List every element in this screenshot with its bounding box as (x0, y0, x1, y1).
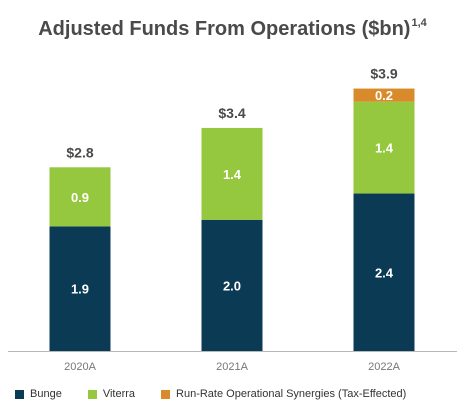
data-label: 2.4 (375, 265, 394, 280)
bar-bunge-2020A (49, 226, 111, 351)
data-label: 0.2 (375, 88, 393, 103)
legend-label-viterra: Viterra (102, 388, 136, 400)
chart-title-container: Adjusted Funds From Operations ($bn)1,4 (0, 17, 465, 41)
chart-legend: Bunge Viterra Run-Rate Operational Syner… (15, 388, 465, 400)
legend-label-bunge: Bunge (30, 388, 62, 400)
x-tick-label: 2020A (64, 361, 96, 373)
bar-viterra-2020A (49, 167, 111, 227)
bar-bunge-2022A (353, 193, 415, 351)
data-label: 0.9 (71, 190, 89, 205)
bar-viterra-2021A (201, 127, 263, 220)
data-label: 1.9 (71, 282, 89, 297)
total-label: $2.8 (66, 144, 93, 160)
bar-bunge-2021A (201, 219, 263, 351)
chart-title: Adjusted Funds From Operations ($bn) (38, 18, 411, 40)
chart-title-footnote: 1,4 (411, 17, 427, 29)
bar-viterra-2022A (353, 101, 415, 194)
data-label: 1.4 (375, 141, 394, 156)
legend-item-synergies: Run-Rate Operational Synergies (Tax-Effe… (161, 388, 406, 400)
total-label: $3.4 (218, 105, 245, 121)
legend-label-synergies: Run-Rate Operational Synergies (Tax-Effe… (176, 388, 407, 400)
legend-item-viterra: Viterra (87, 388, 136, 400)
data-label: 2.0 (223, 278, 241, 293)
legend-swatch-synergies (161, 389, 171, 399)
bar-runrate-2022A (353, 88, 415, 102)
x-tick-label: 2022A (368, 361, 400, 373)
x-tick-label: 2021A (216, 361, 248, 373)
total-label: $3.9 (370, 66, 397, 82)
legend-item-bunge: Bunge (15, 388, 62, 400)
data-label: 1.4 (223, 167, 242, 182)
legend-swatch-bunge (15, 389, 24, 399)
legend-swatch-viterra (87, 389, 97, 399)
